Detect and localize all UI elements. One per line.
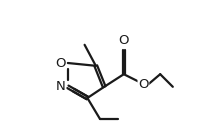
Text: O: O	[55, 57, 66, 69]
Text: N: N	[56, 80, 66, 93]
Text: O: O	[138, 78, 149, 90]
Text: O: O	[119, 34, 129, 47]
